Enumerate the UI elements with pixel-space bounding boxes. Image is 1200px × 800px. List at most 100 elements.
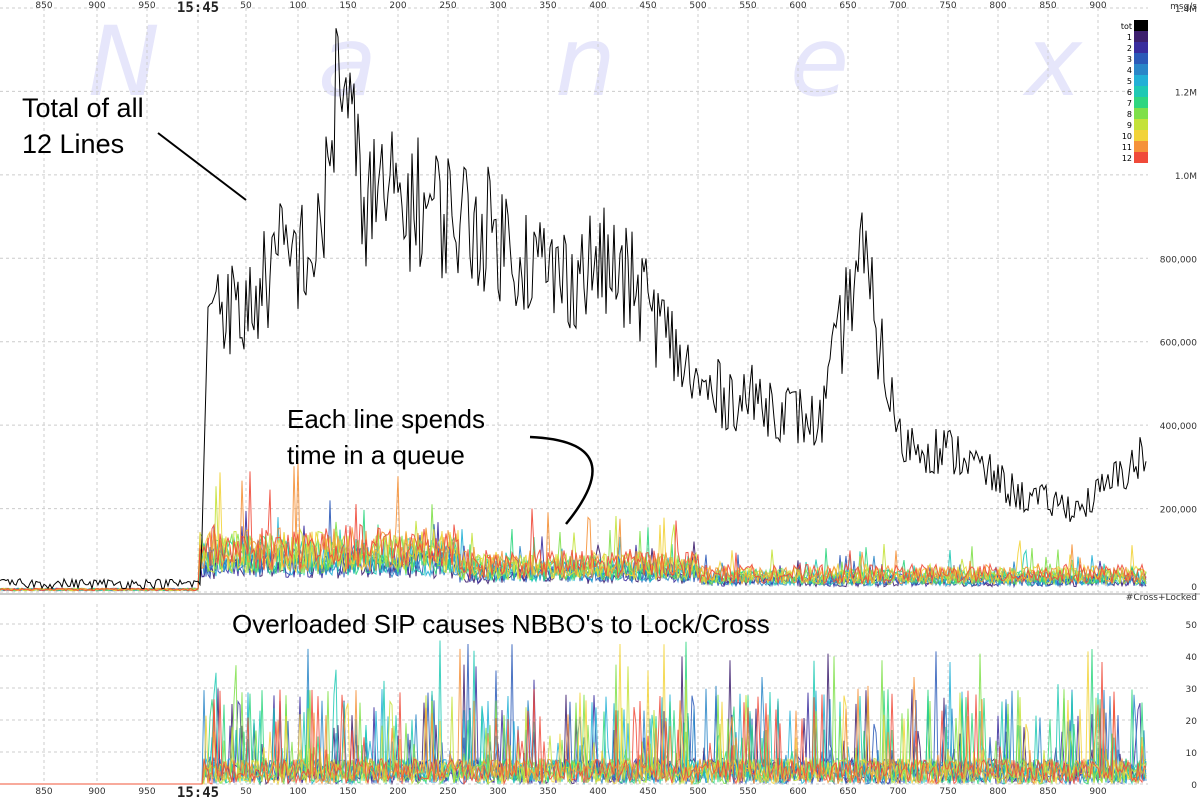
- series-line-12: [0, 471, 1147, 592]
- legend-swatch: [1134, 31, 1148, 42]
- x-tick-label: 850: [1039, 1, 1056, 11]
- x-tick-label: 800: [989, 1, 1006, 11]
- legend-label: 10: [1122, 132, 1132, 141]
- y-tick-label: 30: [1186, 685, 1198, 695]
- legend-swatch: [1134, 108, 1148, 119]
- legend-label: 11: [1122, 143, 1132, 152]
- series-bottom: [0, 640, 1147, 786]
- y-tick-label: 1.0M: [1175, 172, 1197, 182]
- x-tick-label: 900: [88, 787, 105, 797]
- y-tick-label: 40: [1186, 653, 1198, 663]
- legend-swatch: [1134, 20, 1148, 31]
- x-tick-label: 200: [389, 1, 406, 11]
- x-tick-label: 500: [689, 787, 706, 797]
- legend-label: 6: [1127, 88, 1132, 97]
- x-tick-label: 100: [289, 787, 306, 797]
- x-tick-label: 100: [289, 1, 306, 11]
- x-tick-label: 900: [1089, 1, 1106, 11]
- x-tick-label: 850: [35, 787, 52, 797]
- x-tick-label: 850: [1039, 787, 1056, 797]
- y-tick-label: 50: [1186, 621, 1198, 631]
- legend-label: 7: [1127, 99, 1132, 108]
- x-tick-label: 400: [589, 1, 606, 11]
- y-axis-unit: msg/s: [1170, 2, 1197, 12]
- legend-label: 9: [1127, 121, 1132, 130]
- legend-swatch: [1134, 97, 1148, 108]
- watermark-letter: N: [88, 6, 160, 118]
- x-tick-label: 450: [639, 787, 656, 797]
- x-tick-label: 850: [35, 1, 52, 11]
- x-tick-label: 350: [539, 787, 556, 797]
- x-tick-label: 50: [240, 1, 252, 11]
- x-tick-label: 600: [789, 1, 806, 11]
- legend-label: 3: [1127, 55, 1132, 64]
- axis-bottom: 850 900 950 15:45 50 100 150 200 250 300 350 400 450…: [35, 785, 1106, 800]
- legend-label: tot: [1121, 22, 1132, 31]
- x-tick-label: 250: [439, 787, 456, 797]
- y-tick-label: 800,000: [1160, 255, 1197, 265]
- x-tick-label: 700: [889, 787, 906, 797]
- annotation-nbbo: Overloaded SIP causes NBBO's to Lock/Cro…: [232, 609, 770, 639]
- watermark-letter: x: [1022, 6, 1083, 118]
- y-tick-label: 400,000: [1160, 422, 1197, 432]
- legend-swatch: [1134, 119, 1148, 130]
- annotation-total-arrow: [157, 132, 247, 201]
- legend-swatch: [1134, 42, 1148, 53]
- legend-label: 5: [1127, 77, 1132, 86]
- y-tick-label: 20: [1186, 717, 1198, 727]
- x-tick-label: 50: [240, 787, 252, 797]
- axis-top: 850 900 950 15:45 50 100 150 200 250 300 350 400 450…: [35, 0, 1106, 16]
- x-tick-label: 750: [939, 787, 956, 797]
- annotation-queue-line2: time in a queue: [287, 440, 465, 470]
- x-tick-label: 950: [138, 1, 155, 11]
- x-tick-label: 150: [339, 787, 356, 797]
- x-tick-label: 650: [839, 1, 856, 11]
- yaxis-bottom: 0 10 20 30 40 50 #Cross+Locked: [1126, 593, 1197, 791]
- x-tick-label: 400: [589, 787, 606, 797]
- legend-label: 4: [1127, 66, 1132, 75]
- annotation-total-line2: 12 Lines: [22, 129, 124, 159]
- legend-swatch: [1134, 86, 1148, 97]
- y-tick-label: 1.2M: [1175, 88, 1197, 98]
- x-tick-label: 450: [639, 1, 656, 11]
- x-tick-label: 950: [138, 787, 155, 797]
- x-tick-label: 700: [889, 1, 906, 11]
- legend-swatch: [1134, 141, 1148, 152]
- series-line-11: [0, 462, 1147, 592]
- y-tick-label: 600,000: [1160, 339, 1197, 349]
- x-tick-label: 15:45: [177, 0, 219, 16]
- x-tick-label: 550: [739, 1, 756, 11]
- legend-label: 2: [1127, 44, 1132, 53]
- legend-label: 8: [1127, 110, 1132, 119]
- annotations: Total of all 12 Lines Each line spends t…: [22, 93, 770, 639]
- y-tick-label: 0: [1191, 781, 1197, 791]
- x-tick-label: 750: [939, 1, 956, 11]
- watermark-letter: e: [790, 6, 849, 118]
- y-tick-label: 1.4M: [1175, 5, 1197, 15]
- x-tick-label: 15:45: [177, 785, 219, 800]
- grid-bottom: [0, 604, 1148, 785]
- watermark-letter: n: [555, 6, 616, 118]
- series-line-tot: [0, 28, 1147, 591]
- x-tick-label: 900: [1089, 787, 1106, 797]
- x-tick-label: 550: [739, 787, 756, 797]
- crossed-line-12: [0, 661, 1147, 786]
- x-tick-label: 200: [389, 787, 406, 797]
- x-tick-label: 650: [839, 787, 856, 797]
- y-tick-label: 200,000: [1160, 506, 1197, 516]
- annotation-queue-line1: Each line spends: [287, 404, 485, 434]
- y-tick-label: 10: [1186, 749, 1198, 759]
- x-tick-label: 150: [339, 1, 356, 11]
- annotation-total-line1: Total of all: [22, 93, 144, 123]
- x-tick-label: 800: [989, 787, 1006, 797]
- x-tick-label: 500: [689, 1, 706, 11]
- legend-swatch: [1134, 53, 1148, 64]
- legend-label: 12: [1122, 154, 1132, 163]
- series-top: [0, 28, 1147, 592]
- legend-swatch: [1134, 75, 1148, 86]
- legend-swatch: [1134, 64, 1148, 75]
- x-tick-label: 600: [789, 787, 806, 797]
- x-tick-label: 900: [88, 1, 105, 11]
